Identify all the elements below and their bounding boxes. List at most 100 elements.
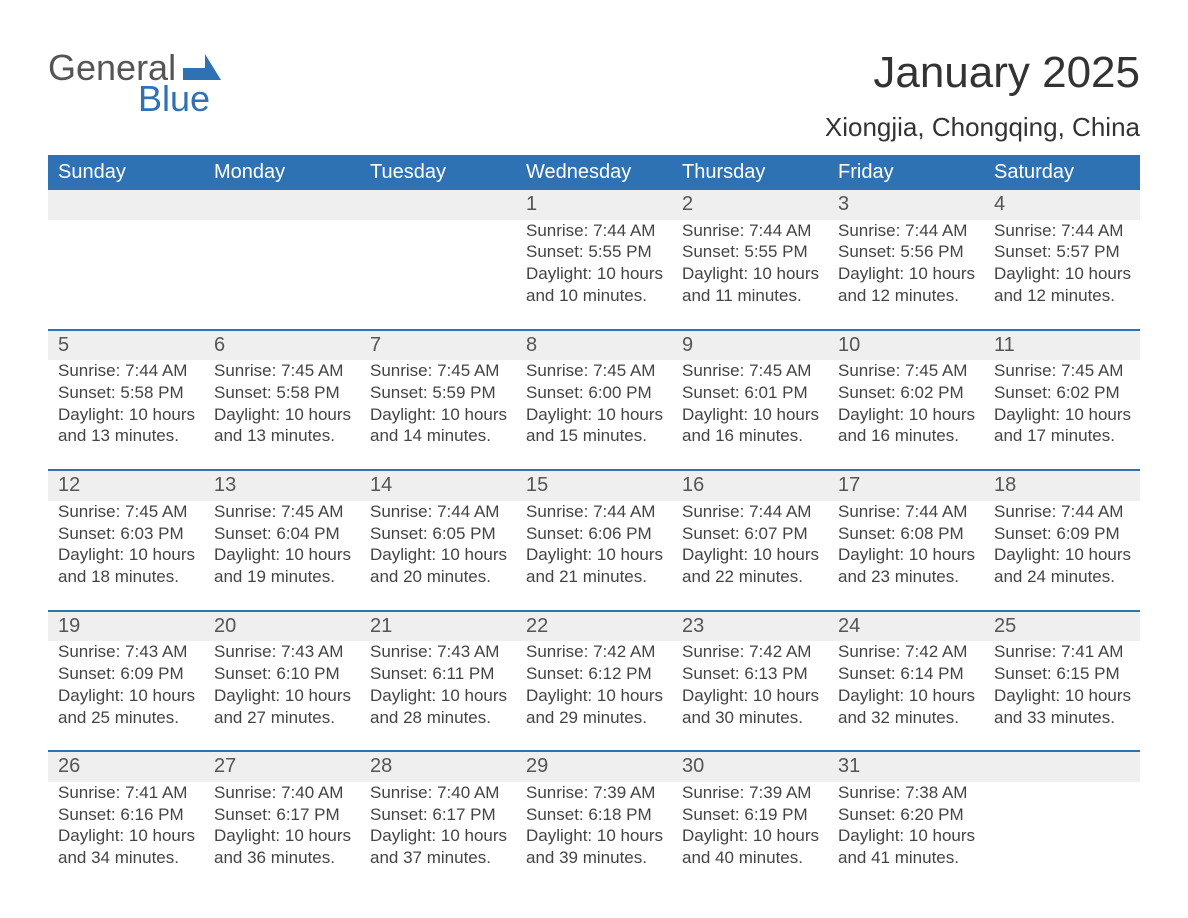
day-detail-cell	[48, 220, 204, 330]
day-dl2: and 30 minutes.	[682, 707, 822, 729]
day-sunset: Sunset: 6:02 PM	[838, 382, 978, 404]
day-detail-cell: Sunrise: 7:45 AMSunset: 6:02 PMDaylight:…	[984, 360, 1140, 470]
day-detail-cell: Sunrise: 7:45 AMSunset: 6:04 PMDaylight:…	[204, 501, 360, 611]
day-sunset: Sunset: 6:01 PM	[682, 382, 822, 404]
day-dl1: Daylight: 10 hours	[526, 825, 666, 847]
day-dl2: and 27 minutes.	[214, 707, 354, 729]
day-detail-cell: Sunrise: 7:44 AMSunset: 6:05 PMDaylight:…	[360, 501, 516, 611]
day-detail-cell: Sunrise: 7:39 AMSunset: 6:19 PMDaylight:…	[672, 782, 828, 891]
day-number-cell: 10	[828, 330, 984, 361]
day-detail-cell: Sunrise: 7:43 AMSunset: 6:10 PMDaylight:…	[204, 641, 360, 751]
daynum-row: 262728293031	[48, 751, 1140, 782]
day-sunrise: Sunrise: 7:44 AM	[994, 501, 1134, 523]
weekday-header: Wednesday	[516, 155, 672, 190]
day-sunset: Sunset: 6:08 PM	[838, 523, 978, 545]
day-detail-cell: Sunrise: 7:43 AMSunset: 6:11 PMDaylight:…	[360, 641, 516, 751]
day-number-cell: 29	[516, 751, 672, 782]
detail-row: Sunrise: 7:43 AMSunset: 6:09 PMDaylight:…	[48, 641, 1140, 751]
day-sunrise: Sunrise: 7:45 AM	[214, 501, 354, 523]
day-dl1: Daylight: 10 hours	[526, 404, 666, 426]
day-sunrise: Sunrise: 7:40 AM	[214, 782, 354, 804]
day-dl2: and 14 minutes.	[370, 425, 510, 447]
logo: General Blue	[48, 30, 221, 120]
day-dl2: and 13 minutes.	[214, 425, 354, 447]
day-dl1: Daylight: 10 hours	[838, 404, 978, 426]
day-detail-cell: Sunrise: 7:41 AMSunset: 6:16 PMDaylight:…	[48, 782, 204, 891]
day-dl2: and 20 minutes.	[370, 566, 510, 588]
day-dl1: Daylight: 10 hours	[526, 685, 666, 707]
day-detail-cell: Sunrise: 7:45 AMSunset: 5:58 PMDaylight:…	[204, 360, 360, 470]
day-number-cell: 11	[984, 330, 1140, 361]
day-number-cell	[48, 190, 204, 220]
day-dl2: and 15 minutes.	[526, 425, 666, 447]
detail-row: Sunrise: 7:41 AMSunset: 6:16 PMDaylight:…	[48, 782, 1140, 891]
day-dl2: and 13 minutes.	[58, 425, 198, 447]
day-detail-cell: Sunrise: 7:43 AMSunset: 6:09 PMDaylight:…	[48, 641, 204, 751]
day-detail-cell: Sunrise: 7:44 AMSunset: 5:56 PMDaylight:…	[828, 220, 984, 330]
day-dl2: and 22 minutes.	[682, 566, 822, 588]
day-number-cell: 18	[984, 470, 1140, 501]
day-dl1: Daylight: 10 hours	[838, 263, 978, 285]
day-dl2: and 33 minutes.	[994, 707, 1134, 729]
day-sunrise: Sunrise: 7:44 AM	[526, 220, 666, 242]
day-detail-cell: Sunrise: 7:44 AMSunset: 5:58 PMDaylight:…	[48, 360, 204, 470]
day-number-cell: 20	[204, 611, 360, 642]
day-sunrise: Sunrise: 7:39 AM	[682, 782, 822, 804]
day-dl2: and 12 minutes.	[994, 285, 1134, 307]
day-sunrise: Sunrise: 7:44 AM	[682, 501, 822, 523]
day-number-cell: 8	[516, 330, 672, 361]
day-detail-cell: Sunrise: 7:40 AMSunset: 6:17 PMDaylight:…	[360, 782, 516, 891]
day-sunset: Sunset: 6:17 PM	[214, 804, 354, 826]
day-dl2: and 23 minutes.	[838, 566, 978, 588]
day-sunrise: Sunrise: 7:44 AM	[838, 220, 978, 242]
daynum-row: 1234	[48, 190, 1140, 220]
day-dl2: and 11 minutes.	[682, 285, 822, 307]
day-sunset: Sunset: 6:12 PM	[526, 663, 666, 685]
day-sunset: Sunset: 6:02 PM	[994, 382, 1134, 404]
day-dl1: Daylight: 10 hours	[214, 685, 354, 707]
day-number-cell: 28	[360, 751, 516, 782]
detail-row: Sunrise: 7:44 AMSunset: 5:55 PMDaylight:…	[48, 220, 1140, 330]
logo-text-block: General Blue	[48, 50, 221, 120]
day-sunrise: Sunrise: 7:41 AM	[994, 641, 1134, 663]
day-sunset: Sunset: 6:15 PM	[994, 663, 1134, 685]
day-sunset: Sunset: 6:09 PM	[994, 523, 1134, 545]
day-sunset: Sunset: 6:04 PM	[214, 523, 354, 545]
day-sunrise: Sunrise: 7:45 AM	[838, 360, 978, 382]
day-sunrise: Sunrise: 7:40 AM	[370, 782, 510, 804]
day-number-cell: 9	[672, 330, 828, 361]
day-number-cell: 21	[360, 611, 516, 642]
day-sunrise: Sunrise: 7:44 AM	[526, 501, 666, 523]
day-dl1: Daylight: 10 hours	[370, 825, 510, 847]
daynum-row: 19202122232425	[48, 611, 1140, 642]
day-detail-cell: Sunrise: 7:40 AMSunset: 6:17 PMDaylight:…	[204, 782, 360, 891]
day-sunrise: Sunrise: 7:43 AM	[370, 641, 510, 663]
day-dl1: Daylight: 10 hours	[214, 825, 354, 847]
day-sunset: Sunset: 6:14 PM	[838, 663, 978, 685]
day-dl1: Daylight: 10 hours	[682, 263, 822, 285]
day-sunrise: Sunrise: 7:44 AM	[58, 360, 198, 382]
day-detail-cell: Sunrise: 7:44 AMSunset: 5:55 PMDaylight:…	[516, 220, 672, 330]
day-dl2: and 24 minutes.	[994, 566, 1134, 588]
day-detail-cell	[360, 220, 516, 330]
day-number-cell: 1	[516, 190, 672, 220]
detail-row: Sunrise: 7:45 AMSunset: 6:03 PMDaylight:…	[48, 501, 1140, 611]
day-sunset: Sunset: 6:06 PM	[526, 523, 666, 545]
day-dl1: Daylight: 10 hours	[994, 404, 1134, 426]
day-number-cell: 22	[516, 611, 672, 642]
day-number-cell: 7	[360, 330, 516, 361]
day-sunrise: Sunrise: 7:43 AM	[214, 641, 354, 663]
day-sunrise: Sunrise: 7:43 AM	[58, 641, 198, 663]
day-sunset: Sunset: 5:58 PM	[214, 382, 354, 404]
day-number-cell: 26	[48, 751, 204, 782]
day-sunset: Sunset: 5:56 PM	[838, 241, 978, 263]
day-number-cell: 5	[48, 330, 204, 361]
day-dl2: and 32 minutes.	[838, 707, 978, 729]
day-sunset: Sunset: 6:10 PM	[214, 663, 354, 685]
day-number-cell: 30	[672, 751, 828, 782]
day-sunset: Sunset: 6:19 PM	[682, 804, 822, 826]
day-sunset: Sunset: 5:57 PM	[994, 241, 1134, 263]
day-dl1: Daylight: 10 hours	[526, 263, 666, 285]
day-dl1: Daylight: 10 hours	[838, 685, 978, 707]
day-dl2: and 25 minutes.	[58, 707, 198, 729]
